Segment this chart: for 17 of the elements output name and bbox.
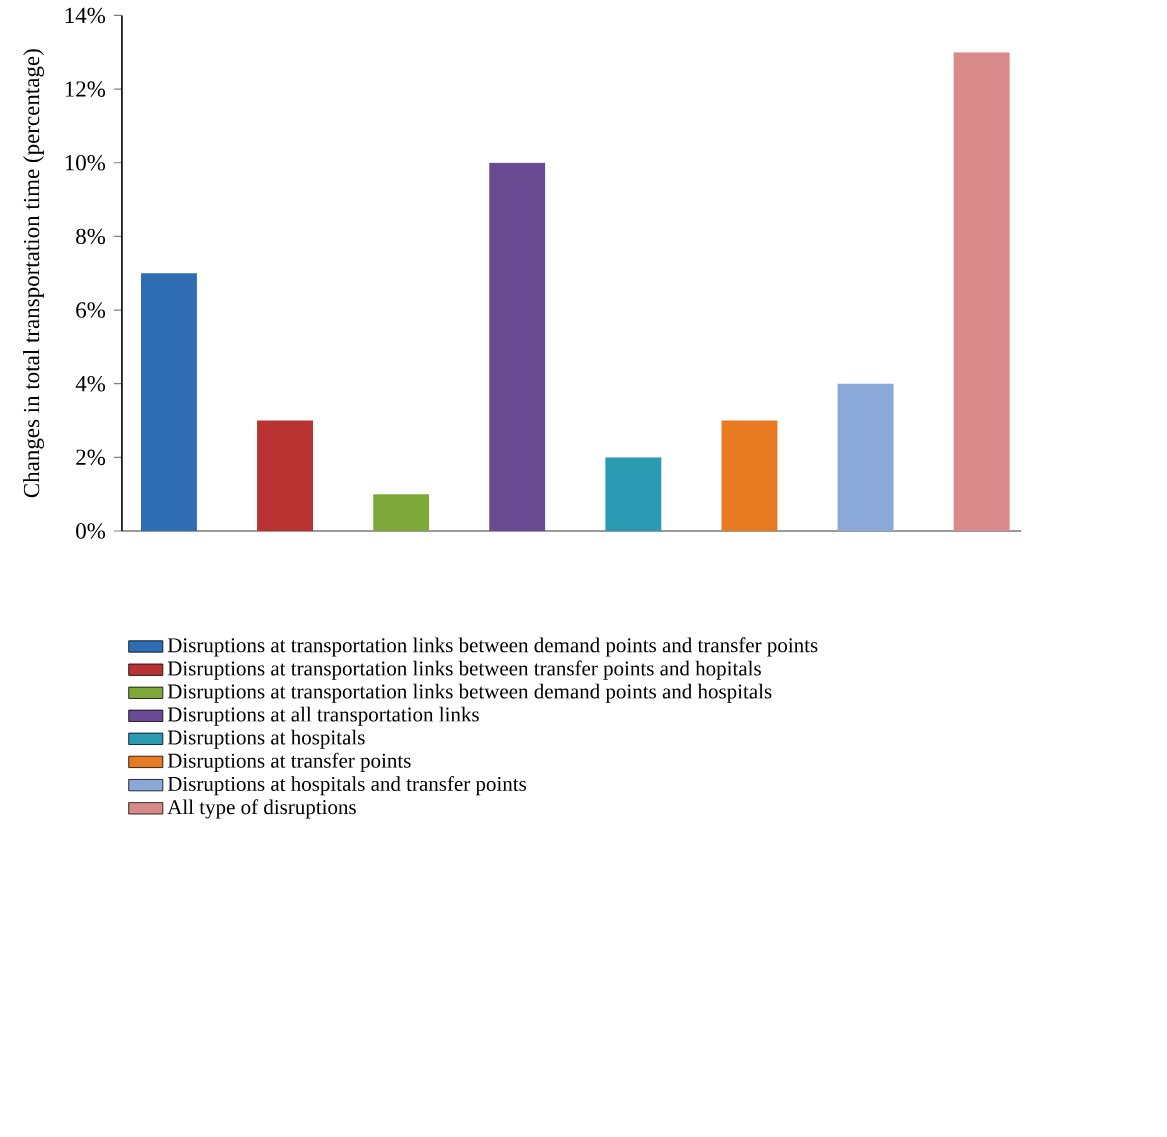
y-tick-label: 10% <box>65 155 106 171</box>
y-tick-label: 4% <box>75 376 106 392</box>
legend-label: Disruptions at hospitals and transfer points <box>167 776 527 796</box>
y-tick-label: 12% <box>65 81 106 98</box>
y-tick-label: 0% <box>76 523 106 539</box>
legend-label: Disruptions at transportation links between transfer points and hopitals <box>167 660 761 680</box>
y-tick-label: 8% <box>76 228 106 245</box>
y-tick-label: 14% <box>65 7 106 24</box>
legend-label: All type of disruptions <box>167 799 356 819</box>
y-axis-title: Changes in total transportation time (percentage) <box>23 49 45 498</box>
legend-label: Disruptions at transportation links between demand points and hospitals <box>167 683 772 703</box>
y-tick-label: 2% <box>76 449 106 466</box>
legend-label: Disruptions at all transportation links <box>167 706 479 726</box>
legend-label: Disruptions at transportation links between demand points and transfer points <box>167 637 818 657</box>
legend-label: Disruptions at transfer points <box>167 752 411 773</box>
legend-label: Disruptions at hospitals <box>167 729 365 749</box>
y-tick-label: 6% <box>76 302 106 318</box>
